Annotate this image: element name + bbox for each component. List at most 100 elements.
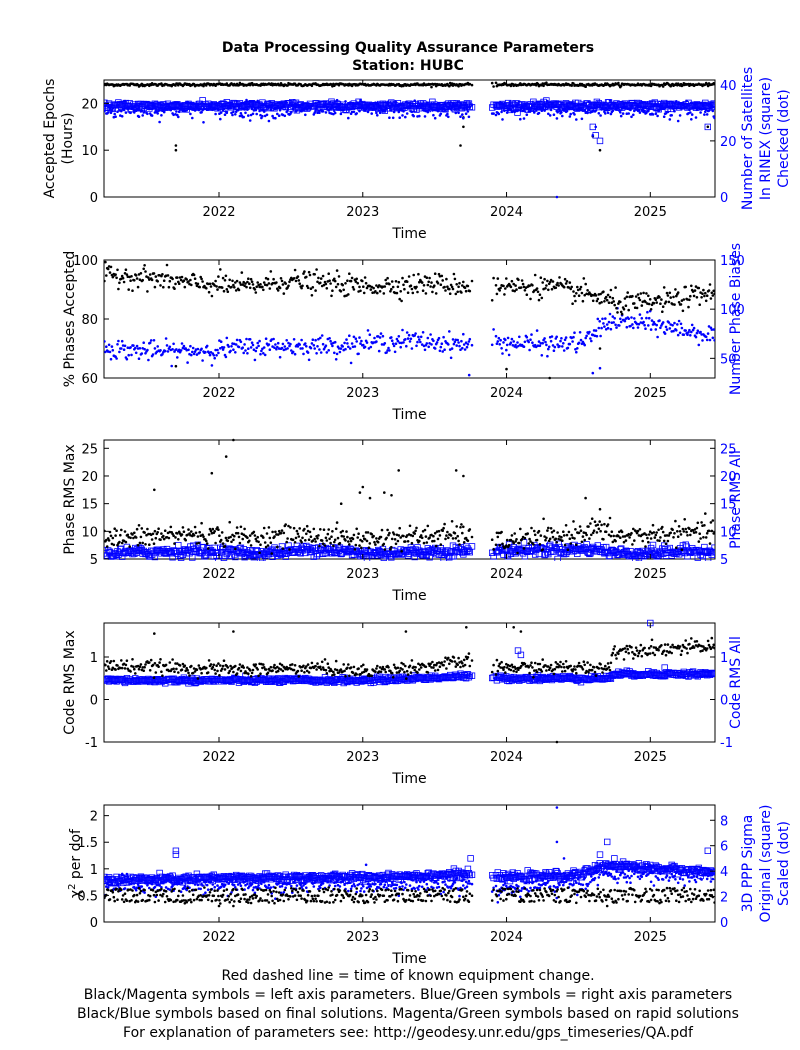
data-point-dot: [132, 536, 135, 540]
data-point-dot: [639, 105, 643, 109]
data-point-dot: [612, 321, 615, 324]
data-point-dot: [649, 84, 653, 88]
data-point-dot: [530, 526, 533, 530]
data-point-dot: [688, 527, 691, 530]
data-point-dot: [126, 275, 130, 279]
data-point-dot: [195, 353, 199, 356]
data-point-dot: [262, 536, 265, 539]
data-point-dot: [518, 541, 521, 545]
data-point-square: [215, 557, 222, 561]
data-point-dot: [263, 541, 267, 544]
data-point-dot: [571, 340, 574, 343]
data-point-dot: [394, 342, 398, 346]
data-point-dot: [297, 535, 301, 538]
data-point-dot: [610, 301, 614, 305]
data-point-dot: [277, 114, 281, 117]
data-point-dot: [571, 106, 574, 109]
data-point-dot: [503, 109, 506, 113]
data-point-dot: [425, 342, 429, 345]
data-point-dot: [171, 348, 174, 351]
data-point-dot: [364, 281, 368, 285]
data-point-dot: [665, 291, 669, 295]
data-point-dot: [420, 343, 424, 346]
data-point-dot: [397, 469, 401, 472]
data-point-dot: [214, 112, 217, 116]
data-point-dot: [410, 110, 414, 114]
data-point-dot: [230, 345, 233, 348]
data-point-dot: [675, 100, 678, 103]
data-point-dot: [280, 279, 284, 283]
data-point-dot: [104, 104, 107, 108]
y-tick-label: 100: [73, 254, 98, 269]
data-point-dot: [198, 530, 201, 534]
data-point-dot: [423, 115, 427, 118]
data-point-dot: [219, 340, 223, 344]
data-point-dot: [210, 364, 214, 367]
data-point-dot: [431, 290, 434, 294]
data-point-dot: [107, 539, 111, 542]
data-point-dot: [189, 278, 192, 282]
data-point-dot: [596, 317, 600, 321]
data-point-dot: [457, 85, 460, 88]
data-point-square: [632, 555, 639, 561]
data-point-dot: [582, 101, 586, 104]
data-point-dot: [682, 298, 686, 301]
data-point-dot: [550, 287, 554, 291]
data-point-dot: [451, 338, 455, 341]
data-point-square: [411, 553, 418, 561]
data-point-dot: [176, 276, 179, 279]
data-point-dot: [631, 294, 634, 298]
data-point-dot: [490, 538, 494, 541]
data-point-dot: [457, 539, 460, 543]
data-point-dot: [314, 109, 317, 112]
data-point-dot: [388, 116, 391, 119]
data-point-dot: [509, 84, 513, 88]
data-point-dot: [310, 342, 314, 345]
data-point-dot: [376, 114, 379, 117]
data-point-dot: [313, 537, 317, 541]
data-point-dot: [142, 267, 145, 271]
y-right-tick-label: 10: [720, 525, 737, 540]
x-axis-label: Time: [391, 588, 426, 604]
data-point-dot: [595, 105, 599, 108]
data-point-dot: [436, 537, 440, 541]
data-point-dot: [460, 291, 463, 294]
data-point-dot: [628, 536, 631, 539]
data-point-dot: [523, 340, 527, 344]
data-point-dot: [264, 545, 268, 549]
data-point-dot: [224, 355, 228, 359]
data-point-dot: [304, 539, 307, 542]
chart-subtitle: Station: HUBC: [352, 58, 464, 74]
data-point-dot: [450, 347, 454, 350]
data-point-dot: [138, 541, 142, 545]
data-point-dot: [298, 527, 302, 530]
data-point-dot: [454, 537, 458, 540]
data-point-dot: [661, 107, 665, 111]
data-point-dot: [312, 344, 316, 347]
data-point-dot: [694, 531, 698, 534]
data-point-dot: [324, 344, 328, 348]
data-point-dot: [202, 84, 205, 88]
data-point-dot: [379, 535, 383, 539]
data-point-dot: [458, 105, 461, 108]
data-point-dot: [327, 272, 331, 276]
data-point-dot: [695, 331, 699, 335]
data-point-dot: [444, 108, 447, 112]
data-point-dot: [560, 337, 563, 340]
data-point-dot: [265, 532, 269, 535]
data-point-dot: [200, 521, 203, 525]
data-point-dot: [234, 113, 237, 116]
data-point-dot: [568, 342, 572, 346]
data-point-dot: [389, 548, 392, 551]
data-point-dot: [172, 342, 175, 346]
data-point-dot: [494, 113, 498, 117]
data-point-dot: [361, 279, 364, 283]
data-point-dot: [393, 538, 397, 541]
data-point-dot: [644, 327, 647, 331]
data-point-dot: [632, 527, 635, 531]
data-point-dot: [448, 330, 451, 333]
data-point-dot: [319, 281, 322, 285]
data-point-dot: [221, 542, 225, 545]
